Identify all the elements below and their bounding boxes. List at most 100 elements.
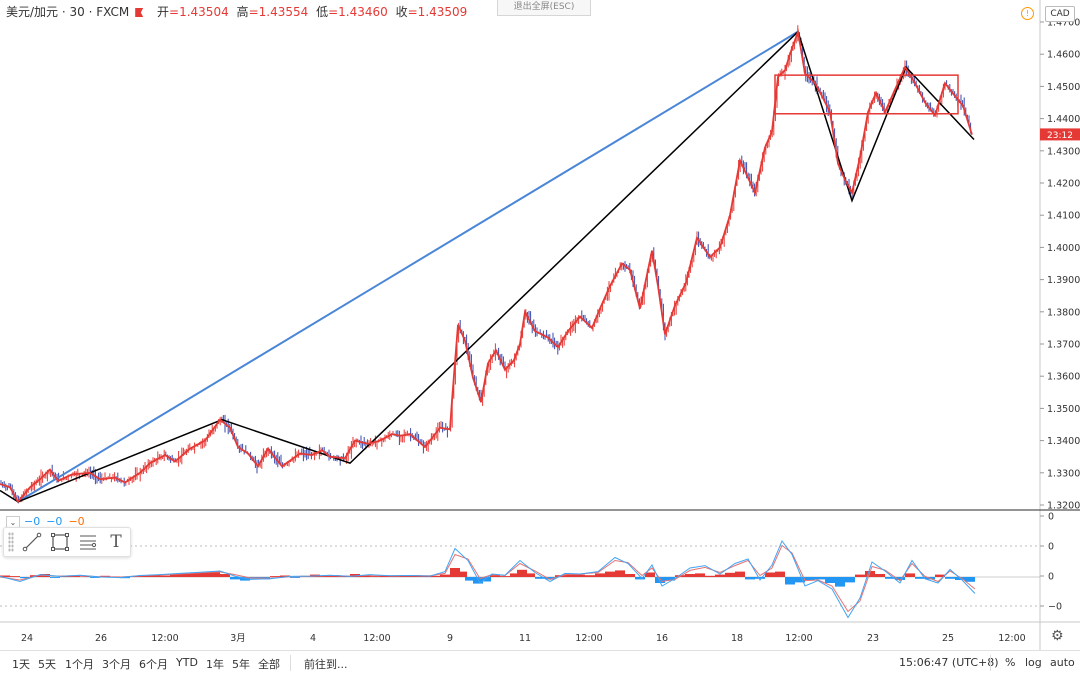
price-tick-label: 1.45000	[1047, 82, 1080, 93]
histogram-bar	[0, 575, 10, 577]
time-tick-label: 11	[519, 633, 531, 644]
histogram-bar	[420, 576, 430, 577]
histogram-bar	[875, 574, 885, 577]
macd-line	[0, 539, 976, 619]
range-1y-button[interactable]: 1年	[206, 658, 224, 671]
histogram-bar	[80, 576, 90, 577]
rectangle-tool-icon[interactable]	[46, 529, 74, 555]
high-label: 高	[236, 5, 249, 19]
range-5d-button[interactable]: 5天	[38, 658, 56, 671]
indicator-tick-label: 0	[1048, 512, 1054, 523]
histogram-bar	[885, 577, 895, 579]
time-tick-label: 3月	[230, 633, 246, 644]
histogram-bar	[360, 575, 370, 577]
indicator-value-3: −0	[68, 515, 85, 528]
auto-toggle[interactable]: auto	[1050, 656, 1075, 669]
price-tick-label: 1.37000	[1047, 340, 1080, 351]
last-price-tag: 23:12	[1040, 128, 1080, 141]
histogram-bar	[70, 575, 80, 577]
currency-badge[interactable]: CAD	[1045, 6, 1075, 22]
drawing-toolbar: T	[3, 527, 131, 557]
histogram-bar	[655, 577, 665, 583]
histogram-bar	[965, 577, 975, 582]
close-value: =1.43509	[407, 5, 468, 19]
histogram-bar	[705, 575, 715, 577]
indicator-legend: ⌄ −0 −0 −0	[6, 515, 85, 530]
log-toggle[interactable]: log	[1025, 656, 1042, 669]
low-label: 低	[316, 5, 329, 19]
bottom-toolbar: 1天 5天 1个月 3个月 6个月 YTD 1年 5年 全部 前往到... 15…	[0, 650, 1080, 676]
time-axis: 24 26 12:00 3月 4 12:00 9 11 12:00 16 18 12:00 23 25 12…	[21, 633, 1026, 644]
histogram-bar	[120, 577, 130, 579]
range-all-button[interactable]: 全部	[258, 658, 280, 671]
price-chart[interactable]: 1.47000 1.46000 1.45000 1.44000 1.43000 1.420…	[0, 0, 1080, 650]
exit-fullscreen-button[interactable]: 退出全屏(ESC)	[497, 0, 591, 16]
range-3m-button[interactable]: 3个月	[102, 658, 131, 671]
line-tool-icon[interactable]	[18, 529, 46, 555]
histogram-bar	[190, 573, 200, 577]
histogram-bar	[150, 574, 160, 577]
histogram-bar	[525, 573, 535, 577]
histogram-bar	[645, 572, 655, 577]
percent-toggle[interactable]: %	[1005, 656, 1016, 669]
histogram-bar	[815, 577, 825, 580]
histogram-bar	[510, 573, 520, 577]
time-tick-label: 4	[310, 633, 316, 644]
symbol-title[interactable]: 美元/加元 · 30 · FXCM	[6, 5, 130, 19]
histogram-bar	[90, 577, 100, 578]
histogram-bar	[775, 571, 785, 577]
price-tick-label: 1.34000	[1047, 436, 1080, 447]
histogram-bar	[585, 575, 595, 577]
price-tick-label: 1.33000	[1047, 468, 1080, 479]
drag-handle[interactable]	[8, 532, 14, 552]
price-tick-label: 1.35000	[1047, 404, 1080, 415]
histogram-bar	[685, 574, 695, 577]
price-tick-label: 1.43000	[1047, 146, 1080, 157]
clock-readout[interactable]: 15:06:47 (UTC+8)	[899, 656, 999, 669]
range-ytd-button[interactable]: YTD	[176, 656, 198, 669]
time-tick-label: 25	[942, 633, 954, 644]
indicator-tick-label: 0	[1048, 572, 1054, 583]
histogram-bar	[735, 571, 745, 577]
time-tick-label: 9	[447, 633, 453, 644]
histogram-bar	[200, 572, 210, 577]
ohlc-legend: 美元/加元 · 30 · FXCM 开=1.43504 高=1.43554 低=…	[6, 3, 467, 20]
histogram-bar	[725, 572, 735, 577]
histogram-bar	[457, 571, 467, 577]
fib-tool-icon[interactable]	[74, 529, 102, 555]
high-value: =1.43554	[248, 5, 309, 19]
histogram-bar	[795, 577, 805, 583]
settings-gear-icon[interactable]: ⚙	[1051, 628, 1064, 644]
histogram-bar	[565, 574, 575, 577]
text-tool-icon[interactable]: T	[110, 532, 122, 552]
histogram-bar	[855, 574, 865, 577]
last-price-tag-text: 23:12	[1047, 131, 1073, 141]
histogram-bar	[865, 571, 875, 577]
goto-date-button[interactable]: 前往到...	[304, 658, 348, 671]
time-tick-label: 12:00	[575, 633, 602, 644]
range-1d-button[interactable]: 1天	[12, 658, 30, 671]
histogram-bar	[340, 576, 350, 577]
histogram-bar	[220, 574, 230, 577]
histogram-bar	[280, 575, 290, 577]
histogram-bar	[945, 577, 955, 579]
open-value: =1.43504	[169, 5, 229, 19]
histogram-bar	[370, 576, 380, 577]
range-5y-button[interactable]: 5年	[232, 658, 250, 671]
histogram-bar	[390, 576, 400, 577]
close-label: 收	[395, 5, 408, 19]
range-6m-button[interactable]: 6个月	[139, 658, 168, 671]
range-1m-button[interactable]: 1个月	[65, 658, 94, 671]
histogram-bar	[595, 573, 605, 577]
price-tick-label: 1.46000	[1047, 50, 1080, 61]
indicator-axis: 0 0 0 −0	[0, 512, 1062, 613]
histogram-bar	[430, 575, 440, 577]
histogram-bar	[545, 577, 555, 580]
histogram-bar	[440, 574, 450, 577]
warning-icon[interactable]: !	[1021, 7, 1034, 20]
histogram-bar	[400, 575, 410, 577]
histogram-bar	[605, 571, 615, 577]
price-tick-label: 1.40000	[1047, 243, 1080, 254]
histogram-bar	[500, 576, 510, 577]
